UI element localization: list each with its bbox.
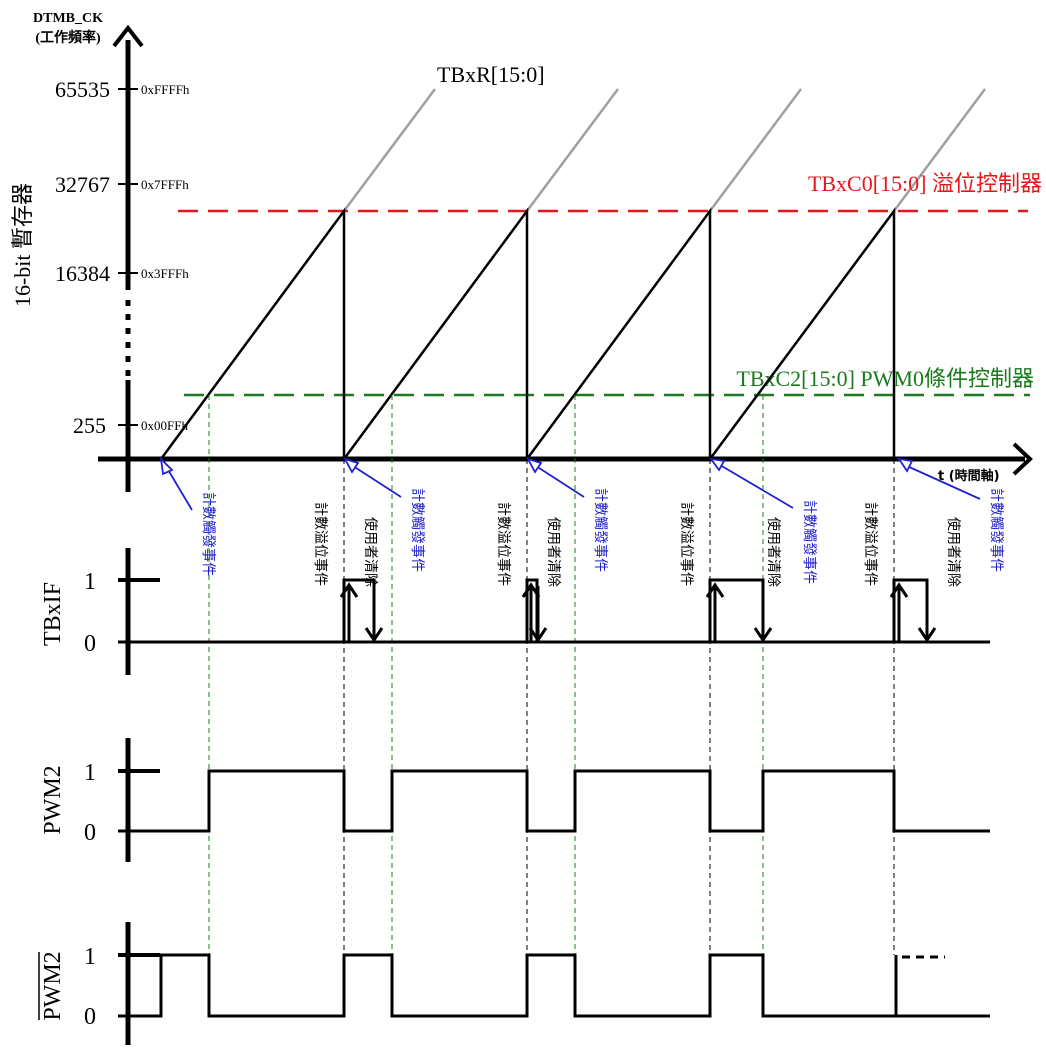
tick-255: 255 bbox=[73, 413, 106, 438]
event-labels: 計數觸發事件 計數溢位事件 使用者清除 計數觸發事件 計數溢位事件 使用者清除 … bbox=[200, 488, 1004, 587]
user-clear-label: 使用者清除 bbox=[362, 517, 379, 587]
pwm2-bar-low-label: 0 bbox=[84, 1004, 96, 1030]
y-axis-title: 16-bit 暫存器 bbox=[10, 183, 35, 307]
tbxif-signal: 1 0 TBxIF bbox=[40, 548, 990, 675]
trigger-event-label: 計數觸發事件 bbox=[592, 488, 608, 572]
counter-ramp-extensions bbox=[342, 88, 987, 212]
user-clear-label: 使用者清除 bbox=[765, 517, 782, 587]
pwm2-bar-high-label: 1 bbox=[84, 944, 96, 970]
overflow-event-label: 計數溢位事件 bbox=[312, 502, 328, 586]
overflow-label: TBxC0[15:0] 溢位控制器 bbox=[808, 171, 1042, 196]
trigger-arrows bbox=[159, 456, 981, 511]
pwm2-label: PWM2 bbox=[40, 765, 66, 834]
tbxif-low-label: 0 bbox=[84, 631, 96, 657]
pwm2-bar-label: PWM2 bbox=[40, 951, 66, 1020]
pwm2-high-label: 1 bbox=[84, 760, 96, 786]
tick-hex-7fff: 0x7FFFh bbox=[141, 177, 189, 192]
register-plot: DTMB_CK (工作頻率) 65535 0xFFFFh 32767 0x7FF… bbox=[10, 11, 1042, 511]
user-clear-label: 使用者清除 bbox=[545, 517, 562, 587]
set-clear-arrows-icon bbox=[339, 582, 937, 643]
trigger-event-label: 計數觸發事件 bbox=[409, 488, 425, 572]
pwm-label: TBxC2[15:0] PWM0條件控制器 bbox=[736, 366, 1034, 391]
tick-16384: 16384 bbox=[55, 261, 110, 286]
x-axis-arrow-icon bbox=[1012, 442, 1033, 476]
overflow-event-label: 計數溢位事件 bbox=[678, 502, 694, 586]
user-clear-label: 使用者清除 bbox=[945, 517, 962, 587]
y-axis-title-line2: (工作頻率) bbox=[35, 29, 101, 46]
tick-hex-ffff: 0xFFFFh bbox=[141, 82, 190, 97]
counter-ramps bbox=[159, 207, 896, 460]
x-axis-title: t (時間軸) bbox=[938, 468, 1000, 484]
tick-hex-3fff: 0x3FFFh bbox=[141, 266, 189, 281]
tbxif-label: TBxIF bbox=[40, 582, 66, 646]
tbxif-high-label: 1 bbox=[84, 569, 96, 595]
tick-32767: 32767 bbox=[55, 172, 110, 197]
tick-hex-00ff: 0x00FFh bbox=[141, 418, 188, 433]
y-axis-arrow-icon bbox=[112, 24, 144, 48]
counter-label: TBxR[15:0] bbox=[437, 62, 545, 87]
tick-65535: 65535 bbox=[55, 77, 110, 102]
trigger-event-label: 計數觸發事件 bbox=[200, 492, 216, 576]
trigger-event-label: 計數觸發事件 bbox=[988, 488, 1004, 572]
event-guides bbox=[208, 395, 895, 955]
overflow-event-label: 計數溢位事件 bbox=[862, 502, 878, 586]
pwm2-bar-signal: 1 0 PWM2 bbox=[38, 922, 990, 1045]
overflow-event-label: 計數溢位事件 bbox=[495, 502, 511, 586]
pwm2-low-label: 0 bbox=[84, 820, 96, 846]
trigger-event-label: 計數觸發事件 bbox=[801, 500, 817, 584]
y-axis-title-line1: DTMB_CK bbox=[33, 11, 103, 26]
pwm2-signal: 1 0 PWM2 bbox=[40, 738, 990, 862]
